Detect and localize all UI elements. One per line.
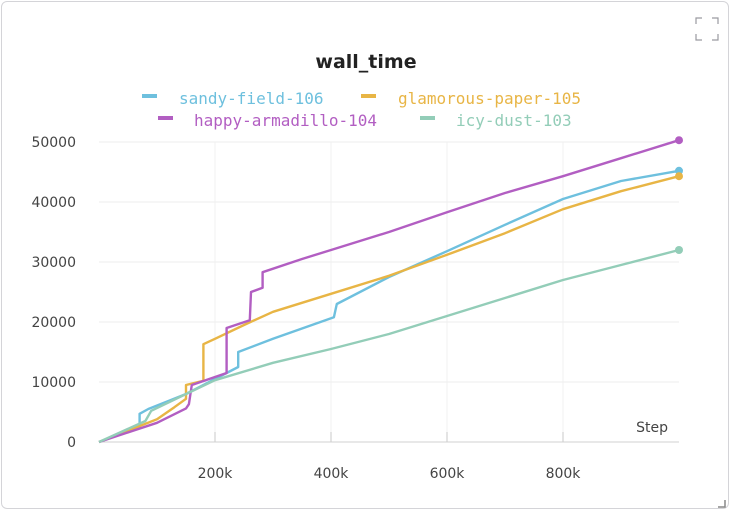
series-line — [98, 248, 680, 444]
legend-label: sandy-field-106 — [179, 89, 324, 108]
series-happy-armadillo-104[interactable] — [98, 136, 683, 444]
legend: sandy-field-106 glamorous-paper-105 happ… — [142, 89, 581, 130]
series-line — [98, 169, 680, 444]
legend-item-icy-dust-103[interactable]: icy-dust-103 — [420, 111, 572, 130]
legend-item-happy-armadillo-104[interactable]: happy-armadillo-104 — [158, 111, 377, 130]
chart-title: wall_time — [315, 51, 416, 73]
series-glamorous-paper-105[interactable] — [98, 172, 683, 444]
legend-item-glamorous-paper-105[interactable]: glamorous-paper-105 — [361, 89, 581, 108]
series-icy-dust-103[interactable] — [98, 246, 683, 444]
x-tick-label: 800k — [546, 466, 582, 482]
series-line — [98, 139, 680, 444]
y-tick-label: 10000 — [31, 375, 76, 391]
expand-corners-icon[interactable] — [694, 16, 720, 42]
y-tick-label: 50000 — [31, 135, 76, 151]
x-axis-label: Step — [636, 420, 668, 436]
resize-corner-icon[interactable] — [716, 498, 726, 508]
legend-label: icy-dust-103 — [456, 111, 572, 130]
y-tick-label: 20000 — [31, 315, 76, 331]
grid — [99, 141, 679, 442]
series-endpoint — [675, 172, 683, 181]
x-tick-label: 200k — [198, 466, 234, 482]
series-endpoint — [675, 136, 683, 145]
x-tick-label: 600k — [430, 466, 466, 482]
y-tick-label: 30000 — [31, 255, 76, 271]
series-sandy-field-106[interactable] — [98, 166, 683, 444]
series-layer — [98, 136, 683, 444]
series-line — [98, 175, 680, 444]
legend-item-sandy-field-106[interactable]: sandy-field-106 — [142, 89, 324, 108]
series-endpoint — [675, 246, 683, 254]
axes: 0 10000 20000 30000 40000 50000 200k 400k 600k 80… — [31, 135, 679, 482]
y-tick-label: 0 — [67, 435, 76, 451]
legend-label: happy-armadillo-104 — [194, 111, 377, 130]
x-tick-label: 400k — [314, 466, 350, 482]
legend-label: glamorous-paper-105 — [398, 89, 581, 108]
y-tick-label: 40000 — [31, 195, 76, 211]
